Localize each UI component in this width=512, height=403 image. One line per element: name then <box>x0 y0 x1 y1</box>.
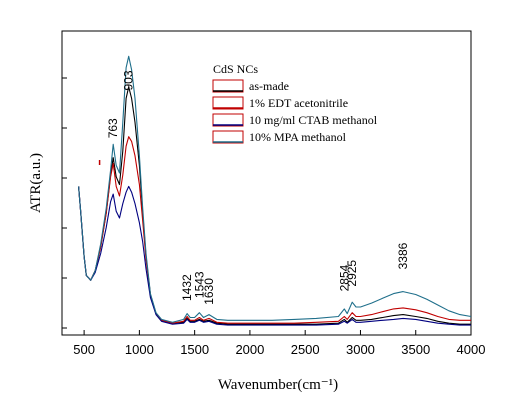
series-line-4 <box>78 55 472 323</box>
legend-swatch-box <box>212 96 244 110</box>
series-line-3 <box>78 185 471 326</box>
x-tick-label: 1000 <box>125 342 154 357</box>
x-tick-label: 2500 <box>291 342 320 357</box>
legend-entry: 10% MPA methanol <box>249 130 347 144</box>
x-axis-title: Wavenumber(cm⁻¹) <box>218 377 338 393</box>
series-line-1 <box>78 86 471 325</box>
legend-entry: 1% EDT acetonitrile <box>249 96 348 110</box>
y-ticks <box>62 77 67 329</box>
x-tick-label: 3000 <box>346 342 375 357</box>
plot-frame <box>61 30 472 336</box>
peak-label: 2854 <box>337 264 351 291</box>
peak-label: 763 <box>106 118 120 138</box>
x-tick-label: 3500 <box>401 342 430 357</box>
x-axis: 500 1000 1500 2000 2500 3000 3500 4000 <box>73 330 485 357</box>
y-axis-title: ATR(a.u.) <box>28 153 44 213</box>
series-layer <box>78 55 472 326</box>
x-tick-label: 1500 <box>180 342 209 357</box>
x-tick-label: 4000 <box>457 342 486 357</box>
peak-label: 1432 <box>180 274 194 301</box>
x-tick-label: 500 <box>73 342 95 357</box>
legend: CdS NCs as-made 1% EDT acetonitrile 10 mg/… <box>212 62 378 144</box>
legend-title: CdS NCs <box>213 62 258 76</box>
peak-label: 903 <box>122 70 136 90</box>
x-tick-label: 2000 <box>235 342 264 357</box>
legend-entry: 10 mg/ml CTAB methanol <box>249 113 378 127</box>
series-line-2 <box>78 136 471 324</box>
peak-label: 3386 <box>396 242 410 269</box>
peak-label: 1630 <box>202 278 216 305</box>
legend-swatch-box <box>212 113 244 127</box>
peak-label: 2925 <box>345 260 359 287</box>
legend-swatch-box <box>212 79 244 93</box>
legend-entry: as-made <box>249 79 289 93</box>
legend-swatch-box <box>212 130 244 144</box>
peak-label: 1543 <box>192 271 206 298</box>
